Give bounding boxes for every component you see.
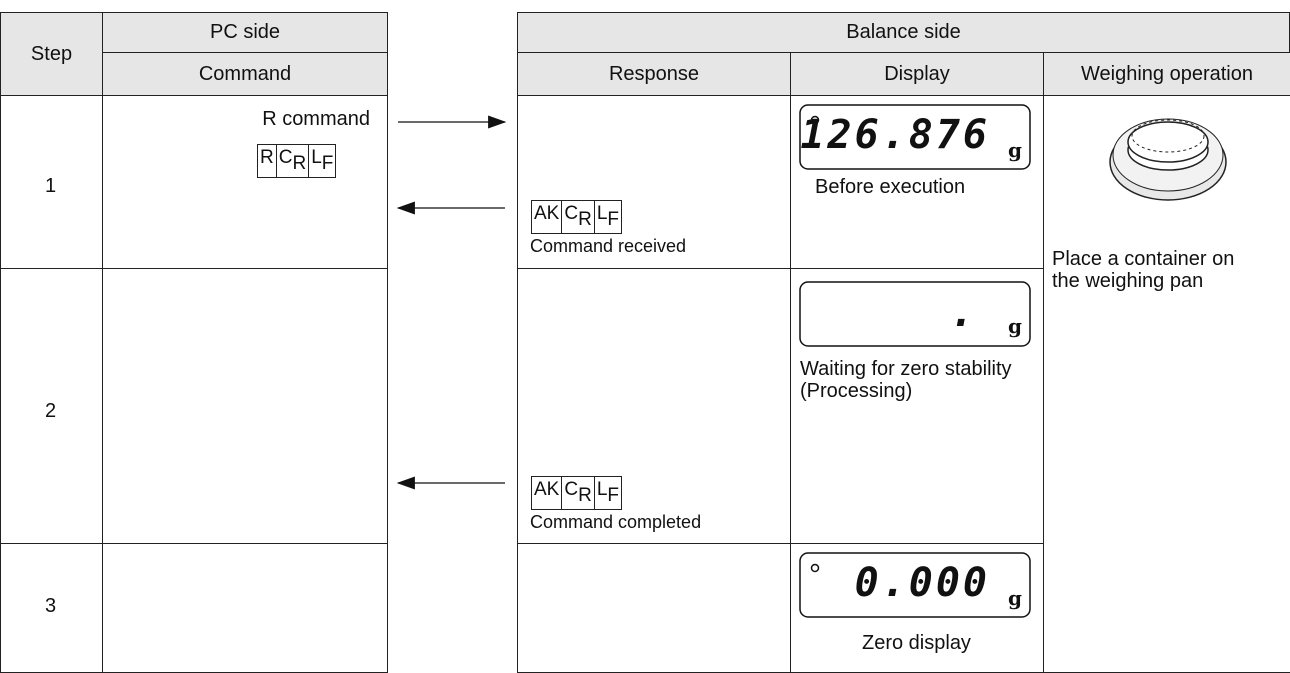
code-subscript: R <box>578 485 592 506</box>
response-code: AK CR LF <box>531 476 623 510</box>
display-value: 0.000 <box>854 560 990 606</box>
code-token: LF <box>308 144 337 178</box>
code-char: C <box>564 203 579 224</box>
code-subscript: R <box>292 153 307 174</box>
header-text: Step <box>30 42 73 65</box>
response-text: Command received <box>530 236 687 256</box>
display-value: 126.876 <box>800 112 990 158</box>
code-char: L <box>311 147 322 168</box>
code-token: CR <box>561 476 595 510</box>
command-code: R CR LF <box>257 144 337 178</box>
display-box <box>799 104 1031 170</box>
stable-mark <box>810 563 820 573</box>
header-text: Weighing operation <box>1081 62 1253 85</box>
header-text: Response <box>608 62 700 85</box>
command-header: Command <box>102 52 388 96</box>
stable-mark <box>810 115 820 125</box>
code-char: AK <box>534 203 560 224</box>
step-number: 1 <box>45 175 57 197</box>
display-caption: Zero display <box>862 632 971 654</box>
header-text: PC side <box>209 21 281 43</box>
display-unit: g <box>1008 314 1022 338</box>
header-text: Balance side <box>846 21 961 43</box>
code-subscript: F <box>607 209 620 230</box>
display-header: Display <box>790 52 1044 96</box>
code-char: AK <box>534 479 560 500</box>
code-token: CR <box>561 200 595 234</box>
code-subscript: R <box>578 209 592 230</box>
code-char: L <box>596 203 608 224</box>
step-number: 2 <box>45 400 57 422</box>
weighing-text: Place a container on the weighing pan <box>1052 248 1235 292</box>
display-caption: Before execution <box>815 176 966 198</box>
code-char: R <box>260 147 274 168</box>
header-text: Command <box>198 62 292 85</box>
code-subscript: F <box>607 485 620 506</box>
header-text: Display <box>884 62 950 85</box>
display-unit: g <box>1008 586 1022 610</box>
code-char: C <box>564 479 579 500</box>
command-text: R command <box>262 108 370 130</box>
code-token: LF <box>593 476 623 510</box>
response-text: Command completed <box>530 512 702 532</box>
code-token: LF <box>593 200 623 234</box>
step-number: 3 <box>45 595 57 617</box>
display-unit: g <box>1008 138 1022 162</box>
code-subscript: F <box>321 153 334 174</box>
display-value: . <box>950 290 978 336</box>
container-illustration <box>1109 118 1227 201</box>
display-box <box>799 281 1031 347</box>
code-char: C <box>278 147 293 168</box>
response-code: AK CR LF <box>531 200 623 234</box>
display-box <box>799 552 1031 618</box>
display-caption: Waiting for zero stability (Processing) <box>800 358 1012 402</box>
code-char: L <box>596 479 608 500</box>
balance-header: Balance side <box>517 12 1290 53</box>
